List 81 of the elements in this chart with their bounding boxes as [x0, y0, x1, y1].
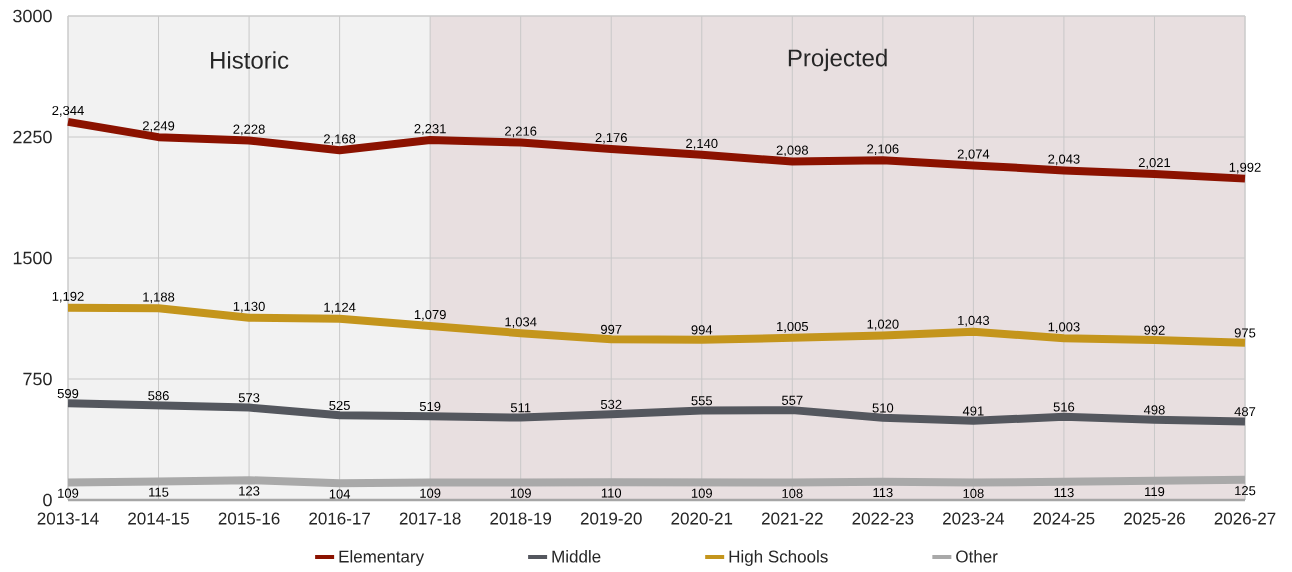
data-label: 975 — [1234, 328, 1256, 338]
data-label: 104 — [329, 489, 351, 499]
data-label: 2,140 — [686, 138, 718, 150]
data-label: 109 — [691, 488, 712, 498]
data-label: 1,130 — [233, 301, 265, 313]
data-label: 2,168 — [324, 134, 356, 146]
data-label: 510 — [872, 403, 894, 413]
data-label: 2,176 — [595, 133, 627, 144]
x-tick-label: 2023-24 — [943, 512, 1005, 525]
data-label: 516 — [1053, 402, 1075, 412]
y-tick-label: 750 — [23, 372, 52, 386]
x-tick-label: 2016-17 — [309, 512, 370, 525]
data-label: 1,020 — [867, 319, 899, 331]
data-label: 123 — [239, 486, 260, 496]
data-label: 2,231 — [414, 124, 446, 135]
data-label: 1,034 — [505, 317, 537, 328]
data-label: 511 — [510, 403, 531, 413]
data-label: 2,249 — [142, 121, 175, 132]
data-label: 586 — [148, 391, 169, 401]
data-label: 113 — [1054, 487, 1074, 498]
x-tick-label: 2019-20 — [580, 512, 642, 525]
data-label: 2,106 — [867, 144, 899, 156]
data-label: 994 — [691, 325, 713, 335]
band-label: Historic — [211, 51, 289, 69]
x-tick-label: 2022-23 — [852, 512, 914, 525]
data-label: 108 — [782, 488, 803, 498]
data-label: 119 — [1145, 487, 1165, 497]
data-label: 1,079 — [414, 309, 446, 321]
data-label: 599 — [57, 388, 79, 399]
data-label: 2,098 — [776, 145, 809, 157]
data-label: 2,228 — [233, 124, 265, 136]
data-label: 519 — [419, 401, 441, 412]
data-label: 1,992 — [1229, 162, 1261, 174]
legend-label: Elementary — [339, 550, 425, 566]
data-label: 1,192 — [52, 291, 84, 303]
x-tick-label: 2018-19 — [490, 512, 552, 525]
data-label: 108 — [963, 488, 984, 498]
data-label: 2,216 — [505, 126, 537, 138]
band-label: Projected — [788, 48, 887, 72]
data-label: 532 — [600, 399, 622, 409]
data-label: 992 — [1144, 325, 1165, 335]
x-tick-label: 2013-14 — [37, 512, 99, 525]
data-label: 498 — [1143, 405, 1165, 415]
x-tick-label: 2014-15 — [128, 512, 189, 525]
y-tick-label: 2250 — [13, 130, 52, 144]
data-label: 2,043 — [1048, 154, 1080, 166]
x-tick-label: 2026-27 — [1214, 512, 1276, 525]
legend-label: High Schools — [729, 550, 828, 566]
data-label: 113 — [873, 487, 893, 498]
data-label: 1,124 — [324, 302, 356, 314]
data-label: 491 — [962, 406, 984, 416]
y-tick-label: 1500 — [13, 251, 52, 265]
x-tick-label: 2017-18 — [399, 512, 461, 525]
x-tick-label: 2025-26 — [1124, 512, 1185, 525]
data-label: 525 — [329, 400, 350, 411]
data-label: 1,003 — [1048, 322, 1080, 333]
data-label: 1,005 — [777, 321, 809, 333]
y-tick-label: 0 — [43, 493, 52, 507]
data-label: 997 — [600, 324, 622, 334]
data-label: 109 — [420, 488, 441, 498]
data-label: 1,188 — [143, 292, 175, 304]
data-label: 487 — [1234, 407, 1256, 417]
y-tick-label: 3000 — [13, 9, 52, 23]
x-tick-label: 2015-16 — [218, 512, 280, 525]
data-label: 573 — [238, 393, 260, 403]
data-label: 557 — [781, 395, 803, 405]
data-label: 125 — [1235, 486, 1256, 496]
data-label: 109 — [510, 488, 531, 498]
data-label: 110 — [601, 488, 622, 498]
x-tick-label: 2021-22 — [761, 512, 823, 525]
x-tick-label: 2020-21 — [671, 512, 733, 525]
data-label: 115 — [149, 487, 169, 497]
data-label: 2,344 — [52, 105, 84, 117]
data-label: 555 — [691, 396, 713, 406]
data-label: 1,043 — [958, 315, 990, 327]
data-label: 2,074 — [957, 149, 990, 161]
data-label: 2,021 — [1138, 158, 1171, 169]
x-tick-label: 2024-25 — [1033, 512, 1095, 525]
legend-label: Other — [956, 550, 998, 563]
data-label: 109 — [58, 488, 79, 498]
legend-label: Middle — [552, 550, 601, 563]
